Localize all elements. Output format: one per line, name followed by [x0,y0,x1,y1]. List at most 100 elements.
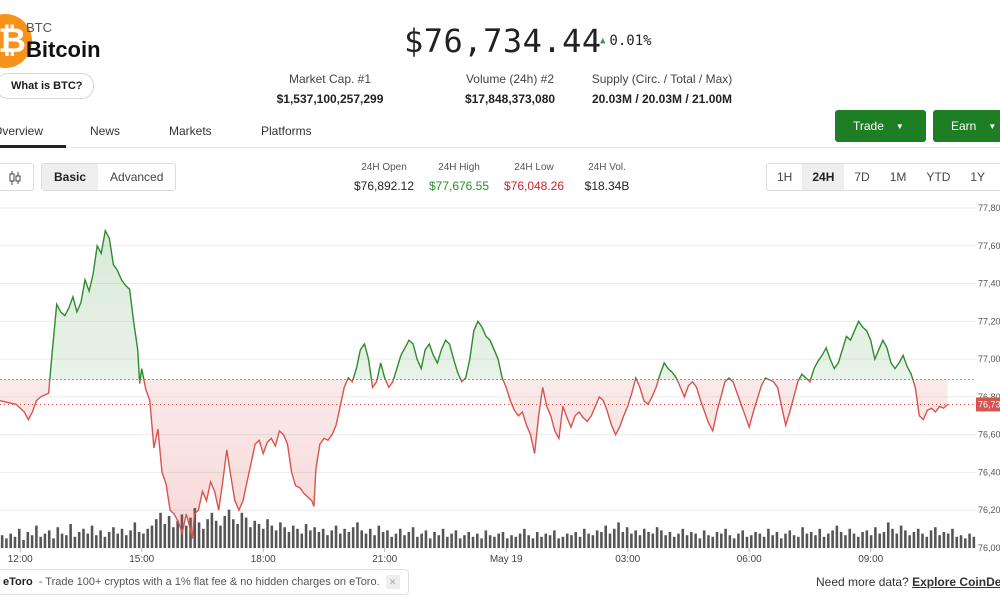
volume-bar [775,532,779,548]
x-tick-label: 03:00 [615,554,640,565]
mode-basic[interactable]: Basic [42,164,99,190]
volume-bar [60,533,64,548]
volume-bar [916,528,920,548]
kpi-label: 24H Low [514,162,554,173]
volume-bar [595,530,599,548]
current-price-tag-label: 76,73 [978,399,1000,409]
volume-bar [660,530,663,548]
volume-bar [942,532,946,548]
volume-bar [925,536,929,548]
explore-coindesk-link[interactable]: Explore CoinDesk's [912,575,1000,589]
volume-bar [287,532,291,548]
volume-bar [476,533,479,548]
volume-bar [514,536,518,548]
volume-bar [822,536,826,548]
range-ytd[interactable]: YTD [926,170,951,184]
more-data-prefix: Need more data? [816,575,909,589]
volume-bar [852,533,856,548]
close-icon[interactable]: ✕ [385,575,400,590]
volume-bar [698,538,702,548]
volume-bar [959,535,963,548]
tab-overview[interactable]: Overview [0,124,44,138]
etoro-banner[interactable]: eToro - Trade 100+ cryptos with a 1% flat… [0,569,409,595]
volume-bar [544,533,548,548]
volume-bar [968,533,971,548]
volume-bar [749,535,753,548]
volume-bar [792,535,796,548]
volume-bar [814,535,817,548]
volume-bar [904,530,907,548]
chart-axes: 77,80 77,60 77,40 77,20 77,00 76,80 76,60 76,40… [8,203,1000,565]
volume-bar [411,527,415,548]
range-24h[interactable]: 24H [802,164,845,190]
volume-bar [458,538,462,548]
volume-bar [664,535,667,548]
volume-bar [99,530,102,548]
volume-bar [600,532,603,548]
kpi-low: 24H Low $76,048.26 [497,162,571,193]
price-change: ▲ 0.01% [600,33,652,49]
stat-supply: Supply (Circ. / Total / Max) 20.03M / 20… [580,72,744,106]
volume-bar [557,538,560,548]
volume-bar [767,528,770,548]
mode-advanced[interactable]: Advanced [110,170,164,184]
volume-bar [612,528,616,548]
trade-button-label: Trade [853,119,884,133]
range-all[interactable]: A [995,164,1000,190]
y-tick-label: 77,00 [978,354,1000,364]
volume-bar [210,512,214,548]
volume-bar [232,519,235,548]
what-is-btc-button[interactable]: What is BTC? [0,73,94,99]
volume-bar [351,527,355,548]
current-price-tag [976,397,1000,412]
volume-bars [0,508,976,548]
volume-bar [484,530,488,548]
volume-bar [330,530,334,548]
range-7d[interactable]: 7D [854,170,870,184]
volume-bar [869,535,873,548]
coin-name: Bitcoin [26,37,101,62]
volume-bar [17,528,21,548]
volume-bar [690,532,693,548]
kpi-label: 24H High [438,162,480,173]
volume-bar [882,532,886,548]
volume-bar [527,535,530,548]
volume-bar [480,538,483,548]
volume-bar [313,527,316,548]
volume-bar [561,536,565,548]
tabs-divider [0,147,1000,148]
volume-bar [634,530,637,548]
volume-bar [621,532,625,548]
candlestick-chart-icon[interactable] [0,163,34,191]
x-tick-label: 15:00 [129,554,154,565]
chevron-down-icon: ▼ [895,122,904,131]
range-1m[interactable]: 1M [889,170,907,184]
tab-platforms[interactable]: Platforms [261,124,312,138]
price-chart[interactable]: 77,80 77,60 77,40 77,20 77,00 76,80 76,60 76,40… [0,196,1000,566]
volume-bar [56,527,60,548]
volume-bar [608,533,612,548]
range-1y[interactable]: 1Y [970,170,986,184]
volume-bar [899,525,903,548]
volume-bar [972,536,976,548]
volume-bar [818,528,822,548]
volume-bar [587,533,590,548]
earn-button[interactable]: Earn ▼ [933,110,1000,142]
tab-news[interactable]: News [90,124,121,138]
x-tick-label: May 19 [490,554,523,565]
volume-bar [754,532,757,548]
volume-bar [137,532,141,548]
volume-bar [112,527,115,548]
volume-bar [844,535,847,548]
volume-bar [163,524,167,548]
volume-bar [865,530,869,548]
volume-bar [420,533,423,548]
volume-bar [47,530,51,548]
volume-bar [642,528,646,548]
trade-button[interactable]: Trade ▼ [835,110,926,142]
volume-bar [548,535,552,548]
range-1h[interactable]: 1H [777,170,793,184]
volume-bar [510,535,513,548]
tab-markets[interactable]: Markets [169,124,212,138]
volume-bar [921,533,924,548]
